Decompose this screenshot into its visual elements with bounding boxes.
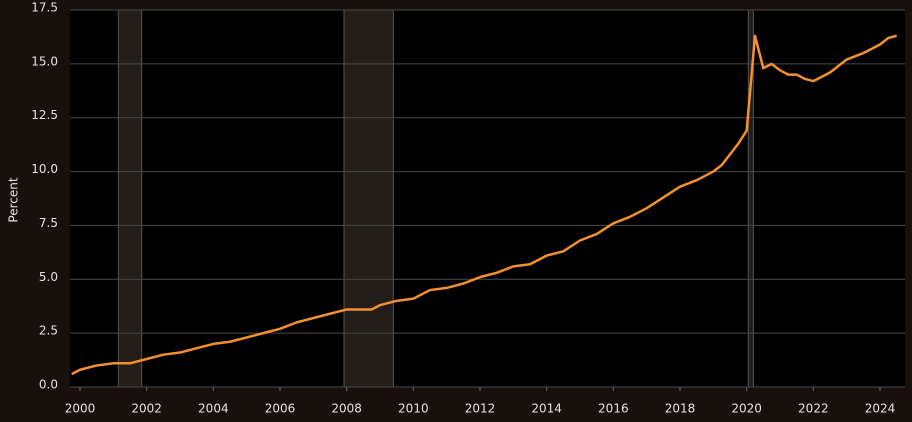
data-line bbox=[71, 34, 897, 376]
x-tick-label: 2008 bbox=[331, 402, 362, 416]
x-tick-label: 2010 bbox=[398, 402, 429, 416]
x-tick-label: 2006 bbox=[265, 402, 296, 416]
y-tick-label: 5.0 bbox=[39, 270, 58, 284]
x-tick-label: 2018 bbox=[665, 402, 696, 416]
y-tick-label: 10.0 bbox=[31, 162, 58, 176]
x-tick-label: 2024 bbox=[865, 402, 896, 416]
x-tick-label: 2016 bbox=[598, 402, 629, 416]
y-tick-label: 12.5 bbox=[31, 108, 58, 122]
y-tick-label: 0.0 bbox=[39, 378, 58, 392]
x-tick-label: 2014 bbox=[531, 402, 562, 416]
x-tick-label: 2022 bbox=[798, 402, 829, 416]
y-tick-label: 2.5 bbox=[39, 324, 58, 338]
y-tick-label: 7.5 bbox=[39, 216, 58, 230]
x-tick-label: 2004 bbox=[198, 402, 229, 416]
recession-band bbox=[117, 9, 143, 388]
y-axis-label: Percent bbox=[7, 177, 21, 222]
recession-band bbox=[343, 9, 394, 388]
x-tick-label: 2002 bbox=[131, 402, 162, 416]
plot-area bbox=[70, 10, 905, 387]
y-tick-label: 15.0 bbox=[31, 54, 58, 68]
x-tick-label: 2012 bbox=[465, 402, 496, 416]
x-tick-label: 2020 bbox=[731, 402, 762, 416]
y-tick-label: 17.5 bbox=[31, 1, 58, 15]
x-tick-label: 2000 bbox=[65, 402, 96, 416]
